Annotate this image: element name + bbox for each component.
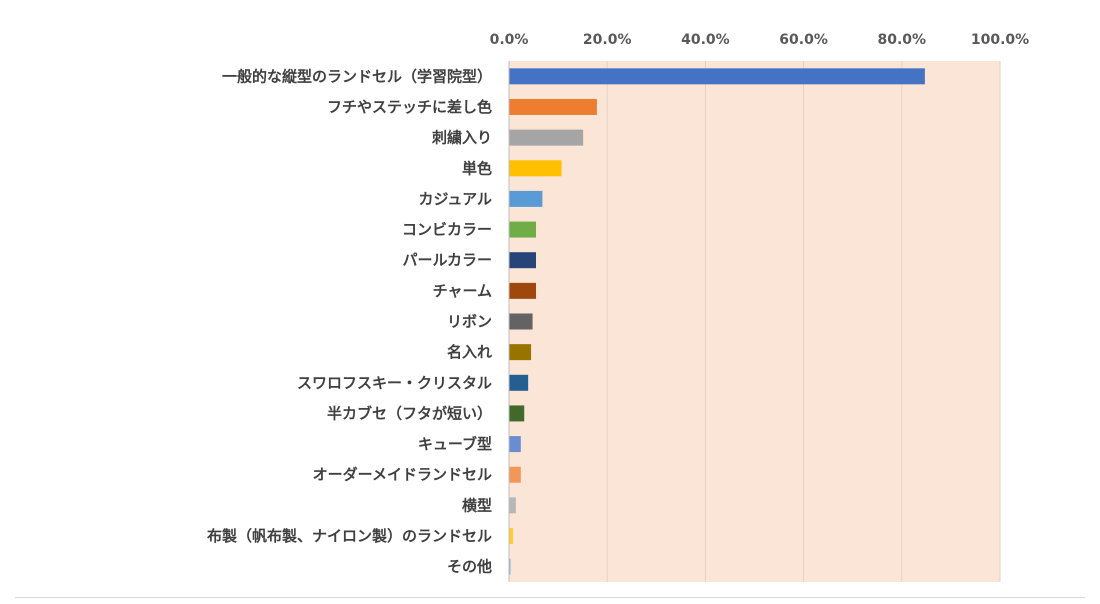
category-label: オーダーメイドランドセル [313,466,492,484]
bar [509,466,521,483]
x-tick-label: 0.0% [490,32,529,48]
bar [509,221,537,238]
category-label: 横型 [462,496,492,514]
bar [509,68,925,85]
bar [509,252,537,269]
bar [509,160,562,177]
bar [509,129,584,146]
category-label: その他 [447,558,492,576]
category-label: チャーム [433,282,492,300]
category-label: スワロフスキー・クリスタル [297,374,492,392]
category-label: カジュアル [418,190,492,208]
bar [509,374,529,391]
bar [509,190,543,207]
category-label: 刺繍入り [432,129,492,147]
category-label: リボン [447,313,492,331]
category-label: フチやステッチに差し色 [327,98,492,116]
x-tick-label: 40.0% [681,32,730,48]
x-tick-label: 100.0% [971,32,1029,48]
bar [509,98,597,115]
bars [509,68,925,575]
category-label: 一般的な縦型のランドセル（学習院型） [222,67,492,85]
x-tick-label: 60.0% [779,32,828,48]
bar [509,313,533,330]
x-axis-tick-labels: 0.0% 20.0% 40.0% 60.0% 80.0% 100.0% [490,32,1030,48]
category-labels: 一般的な縦型のランドセル（学習院型） フチやステッチに差し色刺繍入り単色カジュアル… [207,67,492,575]
bar [509,436,521,453]
x-tick-label: 80.0% [878,32,927,48]
category-label: 名入れ [447,343,492,361]
bar [509,344,532,361]
category-label: コンビカラー [402,221,492,239]
gridlines [606,61,1001,582]
category-label: 半カブセ（フタが短い） [327,404,492,422]
category-label: パールカラー [402,251,492,269]
category-label: 布製（帆布製、ナイロン製）のランドセル [207,527,492,545]
bar [509,497,516,514]
bar [509,558,511,575]
category-label: 単色 [462,159,492,177]
bottom-divider [15,597,1085,598]
category-label: キューブ型 [418,435,492,453]
x-tick-label: 20.0% [583,32,632,48]
plot-area-background [509,61,1000,582]
bar [509,282,537,299]
bar [509,528,513,545]
bar [509,405,525,422]
